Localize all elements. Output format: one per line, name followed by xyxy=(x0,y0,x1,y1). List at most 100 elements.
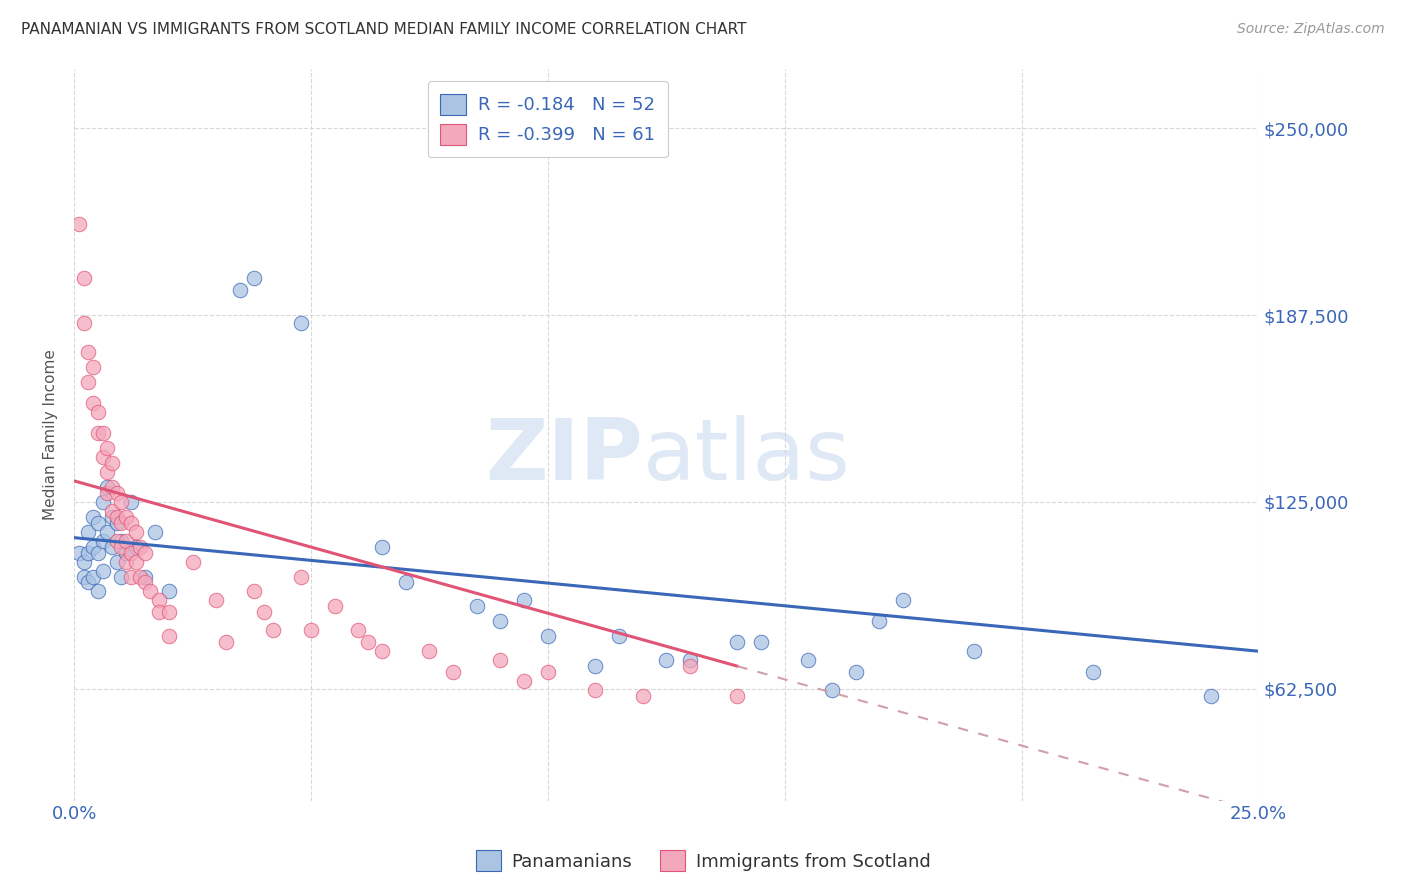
Point xyxy=(181,555,204,569)
Point xyxy=(157,584,180,599)
Point xyxy=(143,524,166,539)
Point xyxy=(129,540,152,554)
Point xyxy=(290,569,312,583)
Point xyxy=(679,659,702,673)
Point xyxy=(323,599,346,614)
Text: PANAMANIAN VS IMMIGRANTS FROM SCOTLAND MEDIAN FAMILY INCOME CORRELATION CHART: PANAMANIAN VS IMMIGRANTS FROM SCOTLAND M… xyxy=(21,22,747,37)
Point xyxy=(101,509,124,524)
Point xyxy=(72,270,94,285)
Point xyxy=(115,546,138,560)
Point xyxy=(129,569,152,583)
Point xyxy=(148,606,170,620)
Point xyxy=(72,569,94,583)
Point xyxy=(357,635,380,649)
Point xyxy=(72,555,94,569)
Point xyxy=(120,569,142,583)
Legend: R = -0.184   N = 52, R = -0.399   N = 61: R = -0.184 N = 52, R = -0.399 N = 61 xyxy=(427,81,668,157)
Point xyxy=(537,629,560,643)
Point xyxy=(134,569,156,583)
Point xyxy=(215,635,238,649)
Point xyxy=(134,546,156,560)
Point xyxy=(1199,689,1222,703)
Point xyxy=(77,546,100,560)
Point xyxy=(679,653,702,667)
Point xyxy=(418,644,440,658)
Point xyxy=(148,593,170,607)
Point xyxy=(110,569,132,583)
Point xyxy=(725,635,748,649)
Point xyxy=(891,593,914,607)
Point xyxy=(262,624,284,638)
Point xyxy=(125,555,148,569)
Point xyxy=(105,486,128,500)
Point xyxy=(749,635,772,649)
Text: atlas: atlas xyxy=(643,415,851,498)
Point xyxy=(91,564,114,578)
Point xyxy=(537,665,560,680)
Point xyxy=(513,674,536,689)
Point xyxy=(82,396,104,410)
Point xyxy=(125,524,148,539)
Point xyxy=(72,316,94,330)
Point xyxy=(583,683,606,698)
Point xyxy=(110,540,132,554)
Point xyxy=(134,575,156,590)
Point xyxy=(229,283,252,297)
Point xyxy=(77,575,100,590)
Point xyxy=(243,270,266,285)
Y-axis label: Median Family Income: Median Family Income xyxy=(44,349,58,520)
Point xyxy=(105,533,128,548)
Point xyxy=(101,480,124,494)
Point xyxy=(869,615,891,629)
Point xyxy=(821,683,844,698)
Point xyxy=(110,533,132,548)
Point xyxy=(82,360,104,375)
Point xyxy=(157,606,180,620)
Point xyxy=(797,653,820,667)
Point xyxy=(67,546,90,560)
Point xyxy=(105,516,128,530)
Text: Source: ZipAtlas.com: Source: ZipAtlas.com xyxy=(1237,22,1385,37)
Point xyxy=(120,495,142,509)
Point xyxy=(963,644,986,658)
Point xyxy=(157,629,180,643)
Point xyxy=(96,524,118,539)
Point xyxy=(91,495,114,509)
Point xyxy=(87,405,110,419)
Point xyxy=(607,629,630,643)
Point xyxy=(725,689,748,703)
Legend: Panamanians, Immigrants from Scotland: Panamanians, Immigrants from Scotland xyxy=(468,843,938,879)
Point xyxy=(290,316,312,330)
Point xyxy=(67,217,90,231)
Point xyxy=(347,624,370,638)
Point xyxy=(465,599,488,614)
Point xyxy=(96,465,118,479)
Point xyxy=(96,480,118,494)
Point xyxy=(82,509,104,524)
Point xyxy=(82,569,104,583)
Point xyxy=(1081,665,1104,680)
Point xyxy=(120,516,142,530)
Point xyxy=(243,584,266,599)
Point xyxy=(395,575,418,590)
Point xyxy=(82,540,104,554)
Point xyxy=(371,644,394,658)
Point xyxy=(77,524,100,539)
Point xyxy=(101,456,124,470)
Point xyxy=(252,606,274,620)
Point xyxy=(96,441,118,455)
Text: ZIP: ZIP xyxy=(485,415,643,498)
Point xyxy=(91,450,114,464)
Point xyxy=(105,555,128,569)
Point xyxy=(371,540,394,554)
Point xyxy=(87,516,110,530)
Point xyxy=(91,533,114,548)
Point xyxy=(513,593,536,607)
Point xyxy=(205,593,228,607)
Point xyxy=(101,540,124,554)
Point xyxy=(120,546,142,560)
Point xyxy=(299,624,322,638)
Point xyxy=(91,426,114,441)
Point xyxy=(115,533,138,548)
Point xyxy=(489,653,512,667)
